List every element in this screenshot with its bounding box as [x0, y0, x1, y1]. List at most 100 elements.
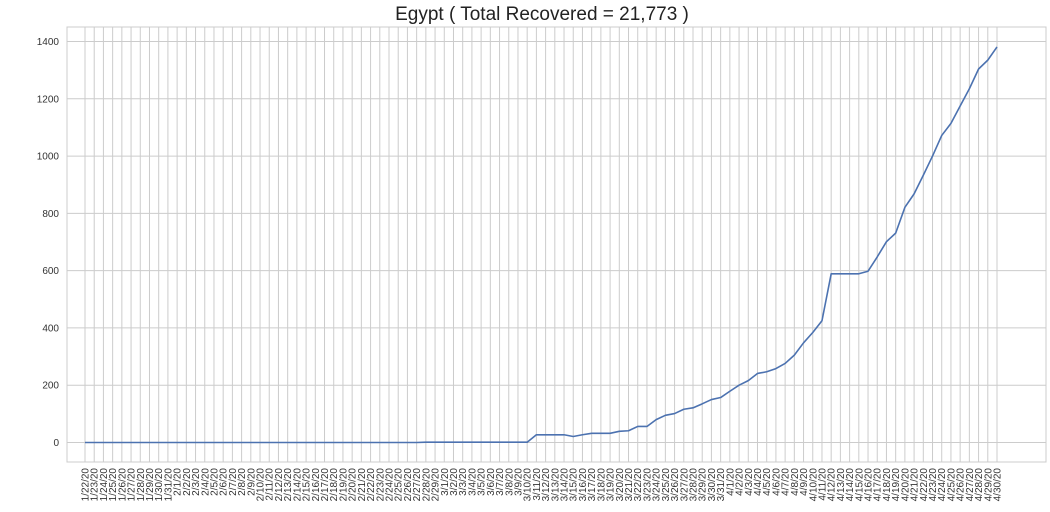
x-tick-label: 2/8/20 — [237, 468, 248, 496]
x-tick-label: 2/16/20 — [311, 468, 322, 502]
x-tick-label: 1/31/20 — [163, 468, 174, 502]
y-tick-label: 600 — [42, 266, 59, 277]
y-tick-label: 200 — [42, 381, 59, 392]
x-tick-label: 2/17/20 — [320, 468, 331, 502]
x-tick-label: 4/15/20 — [854, 468, 865, 502]
x-tick-label: 3/15/20 — [569, 468, 580, 502]
x-tick-label: 2/19/20 — [338, 468, 349, 502]
x-tick-label: 3/29/20 — [698, 468, 709, 502]
x-tick-label: 4/22/20 — [919, 468, 930, 502]
x-tick-label: 3/13/20 — [550, 468, 561, 502]
x-tick-label: 1/23/20 — [90, 468, 101, 502]
x-tick-label: 4/26/20 — [956, 468, 967, 502]
x-tick-label: 2/7/20 — [228, 468, 239, 496]
x-tick-label: 2/22/20 — [366, 468, 377, 502]
x-tick-label: 4/25/20 — [946, 468, 957, 502]
x-tick-label: 4/10/20 — [808, 468, 819, 502]
x-tick-label: 4/5/20 — [762, 468, 773, 496]
x-tick-label: 2/5/20 — [209, 468, 220, 496]
x-tick-label: 2/9/20 — [246, 468, 257, 496]
x-tick-label: 2/2/20 — [182, 468, 193, 496]
series-layer — [85, 46, 998, 444]
x-tick-label: 4/28/20 — [974, 468, 985, 502]
x-tick-label: 2/26/20 — [403, 468, 414, 502]
y-tick-label: 1400 — [37, 37, 60, 48]
x-tick-label: 4/18/20 — [882, 468, 893, 502]
x-tick-label: 2/3/20 — [191, 468, 202, 496]
y-tick-label: 1200 — [37, 94, 60, 105]
x-tick-label: 4/7/20 — [781, 468, 792, 496]
x-tick-label: 3/22/20 — [633, 468, 644, 502]
x-tick-label: 3/27/20 — [679, 468, 690, 502]
x-tick-label: 3/8/20 — [504, 468, 515, 496]
x-tick-label: 1/25/20 — [108, 468, 119, 502]
x-tick-label: 4/11/20 — [817, 468, 828, 501]
x-tick-label: 3/14/20 — [560, 468, 571, 502]
x-tick-label: 2/6/20 — [219, 468, 230, 496]
series-line — [85, 46, 998, 444]
x-tick-label: 1/27/20 — [127, 468, 138, 502]
x-tick-label: 2/27/20 — [412, 468, 423, 502]
x-tick-label: 1/28/20 — [136, 468, 147, 502]
x-tick-label: 4/12/20 — [827, 468, 838, 502]
x-tick-label: 2/11/20 — [265, 468, 276, 501]
x-tick-label: 2/18/20 — [329, 468, 340, 502]
x-tick-label: 3/1/20 — [440, 468, 451, 496]
x-tick-label: 4/14/20 — [845, 468, 856, 502]
x-tick-label: 1/22/20 — [81, 468, 92, 502]
x-tick-label: 3/12/20 — [541, 468, 552, 502]
x-tick-label: 1/26/20 — [117, 468, 128, 502]
x-tick-label: 4/17/20 — [873, 468, 884, 502]
y-gridlines — [67, 41, 1046, 443]
x-tick-label: 2/1/20 — [173, 468, 184, 496]
x-tick-label: 4/13/20 — [836, 468, 847, 502]
x-tick-label: 2/24/20 — [385, 468, 396, 502]
x-tick-label: 4/19/20 — [891, 468, 902, 502]
x-tick-label: 4/1/20 — [725, 468, 736, 496]
x-tick-label: 3/10/20 — [523, 468, 534, 502]
x-tick-label: 4/3/20 — [744, 468, 755, 496]
x-tick-label: 3/5/20 — [477, 468, 488, 496]
y-tick-labels: 0 200 400 600 800 1000 1200 1400 — [37, 37, 60, 449]
x-tick-label: 4/23/20 — [928, 468, 939, 502]
x-tick-label: 3/18/20 — [596, 468, 607, 502]
x-tick-label: 2/4/20 — [200, 468, 211, 496]
x-tick-label: 3/20/20 — [615, 468, 626, 502]
x-tick-label: 1/24/20 — [99, 468, 110, 502]
x-tick-label: 4/4/20 — [753, 468, 764, 496]
x-tick-label: 4/6/20 — [771, 468, 782, 496]
x-tick-label: 2/13/20 — [283, 468, 294, 502]
x-tick-label: 4/24/20 — [937, 468, 948, 502]
x-tick-label: 3/4/20 — [467, 468, 478, 496]
x-tick-label: 3/9/20 — [513, 468, 524, 496]
x-tick-label: 4/8/20 — [790, 468, 801, 496]
x-tick-label: 2/28/20 — [421, 468, 432, 502]
x-tick-label: 2/15/20 — [302, 468, 313, 502]
y-tick-label: 1000 — [37, 152, 60, 163]
x-tick-label: 1/29/20 — [145, 468, 156, 502]
x-tick-label: 3/7/20 — [495, 468, 506, 496]
x-tick-labels: 1/22/201/23/201/24/201/25/201/26/201/27/… — [81, 468, 1004, 502]
x-tick-label: 2/20/20 — [348, 468, 359, 502]
chart-title: Egypt ( Total Recovered = 21,773 ) — [395, 4, 689, 25]
x-tick-label: 4/20/20 — [900, 468, 911, 502]
x-tick-label: 3/24/20 — [652, 468, 663, 502]
plot-frame — [66, 26, 1047, 463]
x-tick-label: 3/3/20 — [458, 468, 469, 496]
x-tick-label: 3/31/20 — [716, 468, 727, 502]
x-tick-label: 4/27/20 — [965, 468, 976, 502]
x-tick-label: 3/23/20 — [642, 468, 653, 502]
x-tick-label: 3/19/20 — [606, 468, 617, 502]
x-tick-label: 3/21/20 — [624, 468, 635, 502]
x-tick-label: 2/14/20 — [292, 468, 303, 502]
x-tick-label: 2/12/20 — [274, 468, 285, 502]
x-tick-label: 2/21/20 — [357, 468, 368, 502]
y-tick-label: 400 — [42, 323, 59, 334]
x-tick-label: 3/6/20 — [486, 468, 497, 496]
x-tick-label: 4/29/20 — [983, 468, 994, 502]
x-gridlines — [84, 27, 998, 462]
x-tick-label: 3/25/20 — [661, 468, 672, 502]
y-tick-label: 800 — [42, 209, 59, 220]
x-tick-label: 4/30/20 — [993, 468, 1004, 502]
